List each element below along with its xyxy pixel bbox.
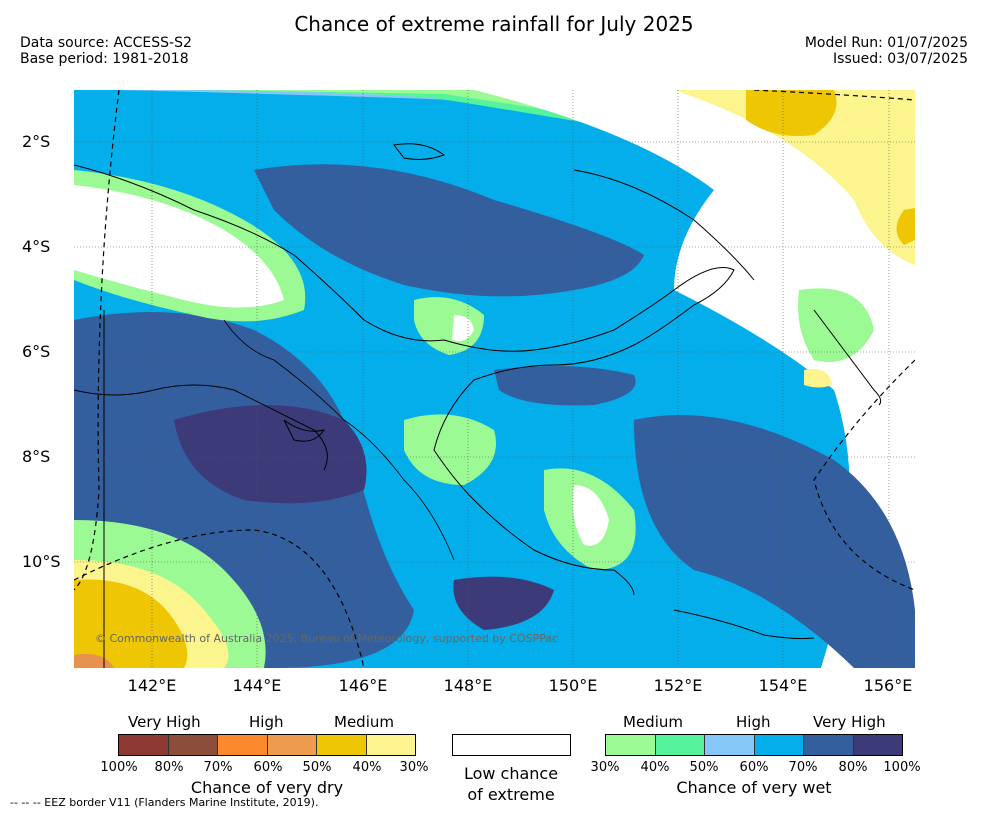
dry-tick: 100% [100, 760, 138, 775]
field-very-high-west [174, 405, 367, 504]
rainfall-map [74, 90, 915, 668]
field-very-high-south [453, 576, 554, 630]
wet-tick: 70% [788, 760, 818, 775]
lon-label: 142°E [127, 676, 177, 695]
low-chance-swatch [452, 734, 571, 756]
lon-label: 154°E [758, 676, 808, 695]
field-dry-medium-e [896, 208, 915, 245]
lat-label: 8°S [22, 447, 51, 466]
chart-title: Chance of extreme rainfall for July 2025 [294, 12, 694, 36]
dry-level-label: Medium [334, 713, 394, 731]
wet-swatch [754, 735, 804, 755]
dry-swatch [267, 735, 317, 755]
coastline-south [74, 384, 328, 471]
eez-border-east [813, 359, 915, 591]
field-high-east [634, 415, 915, 668]
field-low-se [572, 485, 609, 546]
lon-label: 156°E [863, 676, 913, 695]
wet-swatch [655, 735, 705, 755]
low-chance-caption: Low chance of extreme [464, 763, 558, 805]
field-low-west [74, 185, 284, 308]
field-dry-medium-ne [746, 90, 837, 136]
copyright-note: © Commonwealth of Australia 2025, Bureau… [95, 632, 559, 645]
eez-border-west [74, 90, 120, 591]
dry-tick: 40% [352, 760, 382, 775]
issued-date: Issued: 03/07/2025 [833, 51, 968, 67]
province-boundary [223, 319, 455, 561]
dry-swatch [366, 735, 415, 755]
lon-label: 146°E [338, 676, 388, 695]
lat-label: 10°S [22, 552, 61, 571]
dry-level-label: High [249, 713, 284, 731]
field-dry-low-east [804, 369, 832, 388]
field-lightgreen-east [798, 288, 874, 362]
lon-label: 150°E [548, 676, 598, 695]
graticule [74, 90, 915, 668]
base-period: Base period: 1981-2018 [20, 51, 189, 67]
dry-tick: 50% [302, 760, 332, 775]
eez-footnote: -- -- -- EEZ border V11 (Flanders Marine… [10, 796, 319, 809]
wet-tick: 80% [838, 760, 868, 775]
coastline-new-ireland [573, 169, 755, 281]
run-info: Model Run: 01/07/2025 Issued: 03/07/2025 [805, 35, 968, 67]
coastline-bougainville [813, 309, 882, 406]
source-info: Data source: ACCESS-S2 Base period: 1981… [20, 35, 192, 67]
island-manus [393, 143, 446, 160]
wet-swatch [804, 735, 854, 755]
eez-border-south [74, 529, 365, 668]
dry-swatch [218, 735, 268, 755]
wet-level-label: Very High [813, 713, 886, 731]
field-low-centre [452, 315, 474, 342]
low-chance-line2: of extreme [467, 785, 555, 804]
wet-caption: Chance of very wet [676, 778, 832, 797]
field-low-east [474, 90, 915, 668]
dry-swatch [317, 735, 367, 755]
dry-tick: 60% [253, 760, 283, 775]
coastline-main [74, 164, 735, 596]
eez-border-north [753, 90, 915, 101]
coastline-islands-se [673, 609, 815, 640]
wet-level-label: High [736, 713, 771, 731]
wet-tick: 40% [640, 760, 670, 775]
wet-swatch [853, 735, 902, 755]
field-high-north [254, 164, 644, 297]
field-lightgreen-south [404, 414, 496, 485]
model-run: Model Run: 01/07/2025 [804, 35, 968, 51]
field-dry-medium-sw [74, 579, 188, 668]
wet-tick: 60% [739, 760, 769, 775]
field-high-central [494, 366, 636, 406]
dry-tick: 70% [203, 760, 233, 775]
dry-colorbar [118, 734, 416, 756]
data-source: Data source: ACCESS-S2 [20, 35, 192, 51]
low-chance-line1: Low chance [463, 764, 559, 783]
wet-colorbar [605, 734, 903, 756]
dry-caption: Chance of very dry [190, 778, 344, 797]
wet-tick: 50% [689, 760, 719, 775]
lat-label: 4°S [22, 237, 51, 256]
wet-tick: 100% [883, 760, 921, 775]
dry-tick: 80% [154, 760, 184, 775]
wet-swatch [606, 735, 656, 755]
dry-swatch [119, 735, 169, 755]
lat-label: 6°S [22, 342, 51, 361]
coastline-delta [283, 419, 326, 442]
lon-label: 144°E [232, 676, 282, 695]
dry-tick: 30% [399, 760, 429, 775]
dry-level-label: Very High [128, 713, 201, 731]
wet-swatch [705, 735, 755, 755]
lon-label: 148°E [443, 676, 493, 695]
dry-swatch [168, 735, 218, 755]
lat-label: 2°S [22, 132, 51, 151]
wet-level-label: Medium [623, 713, 683, 731]
lon-label: 152°E [653, 676, 703, 695]
wet-tick: 30% [590, 760, 620, 775]
field-dry-low-ne [674, 90, 915, 265]
